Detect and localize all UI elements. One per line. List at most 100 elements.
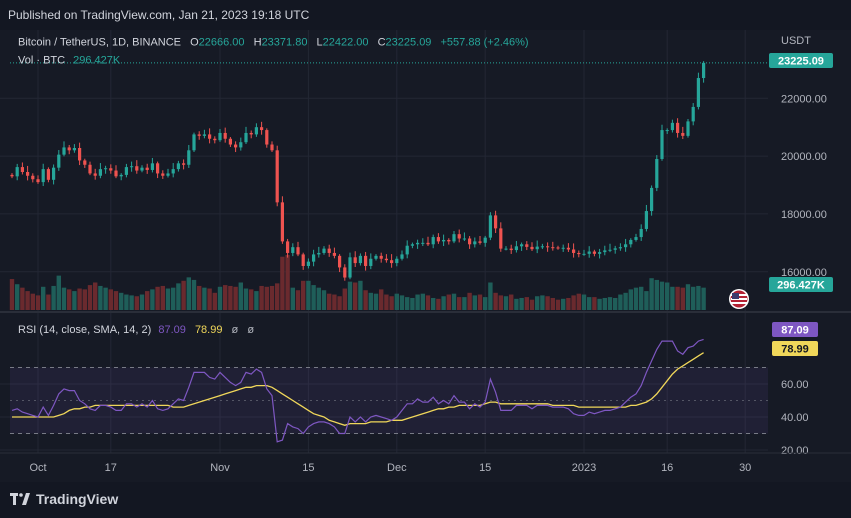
volume-bar xyxy=(441,296,446,310)
candle-body xyxy=(145,167,149,170)
candle-body xyxy=(171,169,175,174)
volume-bar xyxy=(51,285,56,310)
volume-bar xyxy=(202,287,207,310)
volume-bar xyxy=(35,295,41,310)
candle-body xyxy=(280,202,284,242)
price-tick-label: 20000.00 xyxy=(781,151,827,163)
rsi-tick-label: 40.00 xyxy=(781,412,809,424)
us-flag-icon[interactable] xyxy=(729,289,749,309)
candle-body xyxy=(416,242,420,245)
volume-bar xyxy=(379,289,384,310)
volume-bar xyxy=(150,289,155,310)
candle-body xyxy=(603,250,607,253)
volume-bar xyxy=(160,285,165,310)
close-label: C xyxy=(378,37,386,49)
candle-body xyxy=(130,166,134,168)
candle-body xyxy=(228,138,232,145)
volume-bar xyxy=(519,297,524,310)
volume-bar xyxy=(9,279,15,310)
rsi-extra-2: ø xyxy=(247,324,254,336)
volume-bar xyxy=(633,287,639,310)
candle-body xyxy=(317,252,321,255)
volume-bar xyxy=(373,293,379,310)
candle-body xyxy=(327,248,331,253)
volume-bar xyxy=(285,255,290,310)
chart-frame[interactable]: 16000.00 18000.00 20000.00 22000.00 USDT 23… xyxy=(0,30,851,482)
candle-body xyxy=(702,62,706,79)
time-tick-label: 30 xyxy=(739,462,751,474)
rsi-sma-value: 78.99 xyxy=(195,324,223,336)
candle-body xyxy=(379,255,383,259)
volume-bar xyxy=(41,286,46,310)
candle-body xyxy=(540,246,544,248)
candle-body xyxy=(249,132,253,135)
volume-bar xyxy=(529,299,535,310)
price-tick-label: 16000.00 xyxy=(781,267,827,279)
volume-bar xyxy=(332,294,337,310)
volume-bar xyxy=(25,291,30,310)
volume-bar xyxy=(20,287,25,310)
candle-body xyxy=(20,167,24,172)
candle-body xyxy=(655,158,659,188)
candle-body xyxy=(338,255,342,268)
volume-bar xyxy=(46,294,51,310)
candle-body xyxy=(634,237,638,240)
rsi-axis: 20.00 40.00 60.00 xyxy=(781,379,809,457)
candle-body xyxy=(150,163,154,170)
last-price-badge-text: 23225.09 xyxy=(778,56,824,68)
candle-body xyxy=(78,148,82,161)
volume-bar xyxy=(280,256,285,310)
volume-label: Vol · BTC xyxy=(18,55,65,67)
candle-body xyxy=(52,167,56,180)
volume-bar xyxy=(472,295,477,310)
volume-bar xyxy=(15,284,20,310)
candle-body xyxy=(234,144,238,148)
volume-bar xyxy=(420,293,425,310)
volume-bar xyxy=(223,285,228,310)
volume-bar xyxy=(124,294,129,310)
volume-bar xyxy=(186,277,191,310)
last-volume-badge-text: 296.427K xyxy=(777,280,825,292)
volume-bar xyxy=(67,289,72,310)
candle-body xyxy=(572,249,576,253)
volume-bar xyxy=(56,275,61,310)
volume-bar xyxy=(670,286,675,310)
volume-bar xyxy=(129,295,134,310)
candle-body xyxy=(291,247,295,253)
price-axis: 16000.00 18000.00 20000.00 22000.00 xyxy=(781,93,827,278)
candle-body xyxy=(494,215,498,229)
volume-bar xyxy=(363,290,368,310)
candle-body xyxy=(83,160,87,165)
candle-body xyxy=(182,163,186,165)
volume-bar xyxy=(347,281,353,310)
candle-body xyxy=(260,127,264,131)
volume-bar xyxy=(259,285,264,310)
volume-bar xyxy=(415,294,420,310)
candle-body xyxy=(296,247,300,255)
candle-body xyxy=(46,169,50,180)
rsi-sma-badge-text: 78.99 xyxy=(781,344,809,356)
volume-bar xyxy=(405,297,410,310)
footer-bar: TradingView xyxy=(0,482,851,518)
tradingview-logo-icon xyxy=(10,493,30,505)
candle-body xyxy=(618,247,622,249)
volume-bar xyxy=(295,290,301,310)
candle-body xyxy=(608,249,612,251)
volume-bar xyxy=(483,297,488,310)
volume-bar xyxy=(212,292,217,310)
candle-body xyxy=(483,237,487,243)
candle-body xyxy=(67,147,71,151)
candle-body xyxy=(57,154,61,168)
candle-body xyxy=(98,169,102,176)
chart-svg[interactable]: 16000.00 18000.00 20000.00 22000.00 USDT 23… xyxy=(0,30,851,482)
candle-body xyxy=(140,167,144,171)
volume-bar xyxy=(493,292,498,310)
volume-bar xyxy=(249,289,254,310)
published-text: Published on TradingView.com, Jan 21, 20… xyxy=(8,8,310,22)
volume-bar xyxy=(176,283,181,310)
svg-text:Vol · BTC 296.427K: Vol · BTC 296.427K xyxy=(18,55,121,67)
volume-bar xyxy=(306,280,311,310)
tradingview-logo[interactable]: TradingView xyxy=(10,491,118,507)
volume-bar xyxy=(353,282,358,310)
volume-bar xyxy=(145,291,150,310)
